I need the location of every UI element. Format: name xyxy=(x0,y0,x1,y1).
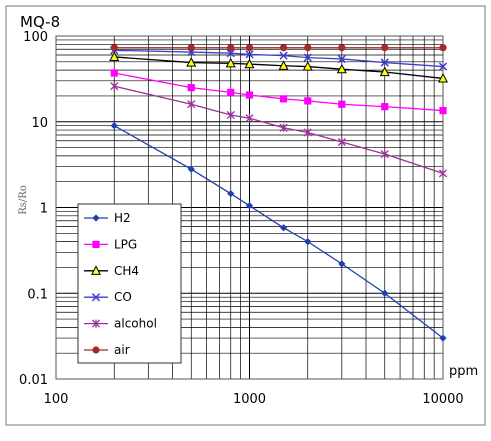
data-point-co xyxy=(438,62,448,71)
data-point-air xyxy=(187,44,195,52)
legend-label-co: CO xyxy=(114,290,132,304)
series-h2 xyxy=(110,122,447,342)
series-air xyxy=(110,44,447,52)
data-point-air xyxy=(381,44,389,52)
legend-label-alcohol: alcohol xyxy=(114,317,157,331)
legend-marker-h2 xyxy=(92,214,100,222)
data-point-h2 xyxy=(245,202,254,210)
legend-item-air: air xyxy=(84,343,130,357)
legend-marker-ch4 xyxy=(90,265,102,275)
x-tick-label: 1000 xyxy=(233,392,266,407)
data-point-co xyxy=(380,58,389,67)
data-point-ch4 xyxy=(336,63,347,74)
data-point-ch4 xyxy=(109,51,120,62)
y-axis-label: Rs/Ro xyxy=(18,185,29,215)
data-point-ch4 xyxy=(225,57,236,68)
series-alcohol xyxy=(110,82,448,178)
legend-marker-co xyxy=(91,293,101,302)
data-point-lpg xyxy=(338,100,346,108)
data-point-co xyxy=(226,49,235,58)
data-point-ch4 xyxy=(186,57,197,67)
data-point-ch4 xyxy=(244,58,255,69)
data-point-alcohol xyxy=(226,110,235,120)
data-point-alcohol xyxy=(110,82,119,91)
data-point-alcohol xyxy=(245,114,254,123)
data-point-co xyxy=(303,53,312,62)
tick-labels: 100 1000 10000 100 10 1 0.1 0.01 xyxy=(19,30,464,407)
legend-marker-lpg xyxy=(92,240,100,248)
data-point-alcohol xyxy=(187,100,196,109)
legend-item-ch4: CH4 xyxy=(84,264,139,278)
data-point-air xyxy=(304,44,312,52)
data-point-air xyxy=(110,44,118,52)
data-point-alcohol xyxy=(303,128,312,137)
legend-label-lpg: LPG xyxy=(114,237,137,251)
series-co xyxy=(110,46,448,71)
y-tick-label: 100 xyxy=(23,30,48,45)
data-point-lpg xyxy=(381,103,389,111)
y-tick-label: 0.01 xyxy=(19,373,48,388)
y-tick-label: 10 xyxy=(31,116,48,131)
data-point-alcohol xyxy=(279,123,288,132)
x-tick-label: 10000 xyxy=(422,392,463,407)
data-point-co xyxy=(279,51,288,60)
data-point-alcohol xyxy=(380,149,389,159)
data-point-h2 xyxy=(227,190,235,198)
data-point-co xyxy=(337,54,346,64)
data-point-lpg xyxy=(227,88,235,96)
data-point-h2 xyxy=(381,289,389,297)
y-tick-label: 1 xyxy=(40,202,48,217)
legend-label-air: air xyxy=(114,343,130,357)
legend-item-h2: H2 xyxy=(84,211,131,225)
legend-label-h2: H2 xyxy=(114,211,131,225)
data-point-ch4 xyxy=(278,60,289,70)
plot-area-frame xyxy=(55,35,444,380)
data-point-lpg xyxy=(187,84,195,92)
data-point-air xyxy=(245,44,254,52)
data-point-air xyxy=(227,44,235,52)
data-point-alcohol xyxy=(337,137,346,147)
data-point-lpg xyxy=(110,69,118,77)
data-point-h2 xyxy=(304,238,312,246)
x-axis-unit-label: ppm xyxy=(449,364,478,379)
data-point-h2 xyxy=(110,122,118,130)
data-point-lpg xyxy=(304,97,312,105)
data-point-h2 xyxy=(338,260,346,268)
y-tick-label: 0.1 xyxy=(27,287,48,302)
data-point-lpg xyxy=(279,95,288,103)
data-point-alcohol xyxy=(438,169,448,178)
data-point-ch4 xyxy=(302,61,313,71)
data-point-ch4 xyxy=(437,72,449,83)
data-point-lpg xyxy=(439,106,447,115)
legend-item-alcohol: alcohol xyxy=(84,317,157,331)
data-point-air xyxy=(279,44,288,52)
legend-label-ch4: CH4 xyxy=(114,264,139,278)
series-lpg xyxy=(110,69,447,115)
data-point-h2 xyxy=(187,165,195,173)
legend-box xyxy=(77,203,182,364)
legend-item-co: CO xyxy=(84,290,132,304)
data-point-lpg xyxy=(245,91,254,99)
data-point-h2 xyxy=(279,224,288,232)
series-layer xyxy=(109,44,449,342)
data-point-air xyxy=(338,44,346,52)
data-point-air xyxy=(439,44,447,52)
legend-item-lpg: LPG xyxy=(84,237,137,251)
data-point-ch4 xyxy=(379,66,390,77)
series-ch4 xyxy=(109,51,449,83)
legend-marker-alcohol xyxy=(91,319,101,328)
data-point-h2 xyxy=(439,334,447,342)
legend: H2 LPG CH4 CO alcohol air xyxy=(84,211,157,357)
chart-title: MQ-8 xyxy=(20,13,60,31)
legend-marker-air xyxy=(92,346,100,354)
data-point-co xyxy=(245,50,254,59)
x-tick-label: 100 xyxy=(44,392,69,407)
